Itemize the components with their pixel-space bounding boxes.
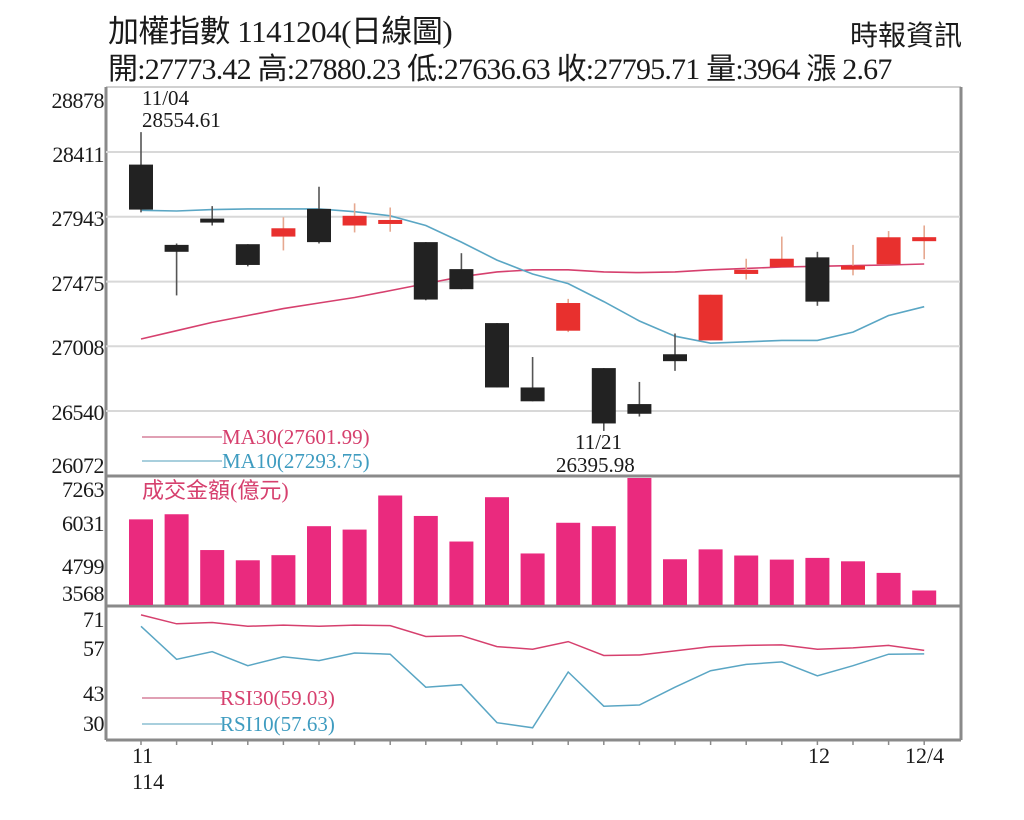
price-y-tick: 28878: [51, 88, 105, 113]
ma30-legend: MA30(27601.99): [222, 425, 370, 449]
chart-frame: [104, 86, 963, 742]
price-y-tick: 26540: [51, 400, 105, 425]
ohlc-stats: 開:27773.42 高:27880.23 低:27636.63 收:27795…: [108, 53, 892, 86]
rsi-lines: [140, 614, 925, 729]
x-label-nov: 11: [132, 743, 154, 768]
volume-title: 成交金額(億元): [142, 478, 289, 503]
x-label-last-date: 12/4: [905, 743, 945, 768]
high-annotation-date: 11/04: [142, 86, 190, 110]
data-source-label: 時報資訊: [849, 21, 962, 52]
x-axis-ticks: [140, 740, 925, 745]
high-annotation-value: 28554.61: [142, 108, 221, 132]
rsi30-legend: RSI30(59.03): [220, 686, 335, 710]
low-annotation-date: 11/21: [575, 430, 623, 454]
x-label-dec: 12: [808, 743, 830, 768]
volume-y-tick: 7263: [62, 477, 105, 502]
price-y-tick: 26072: [51, 453, 105, 478]
volume-bars: [129, 478, 937, 605]
x-label-year: 114: [132, 769, 165, 794]
price-y-tick: 27008: [51, 335, 105, 360]
rsi-y-tick: 43: [83, 681, 105, 706]
volume-y-tick: 4799: [62, 554, 105, 579]
rsi-y-tick: 71: [83, 607, 105, 632]
price-y-tick: 27943: [51, 206, 105, 231]
low-annotation-value: 26395.98: [556, 453, 635, 477]
volume-y-tick: 6031: [62, 511, 105, 536]
candlesticks: [129, 132, 937, 431]
ma10-legend: MA10(27293.75): [222, 449, 370, 473]
price-y-tick: 28411: [52, 142, 104, 167]
rsi10-legend: RSI10(57.63): [220, 712, 335, 736]
volume-y-tick: 3568: [62, 581, 105, 606]
chart-title: 加權指數 1141204(日線圖): [108, 14, 453, 49]
price-y-tick: 27475: [51, 271, 105, 296]
rsi-y-tick: 30: [83, 711, 105, 736]
rsi-y-tick: 57: [83, 636, 105, 661]
legend-lines: [142, 436, 222, 725]
